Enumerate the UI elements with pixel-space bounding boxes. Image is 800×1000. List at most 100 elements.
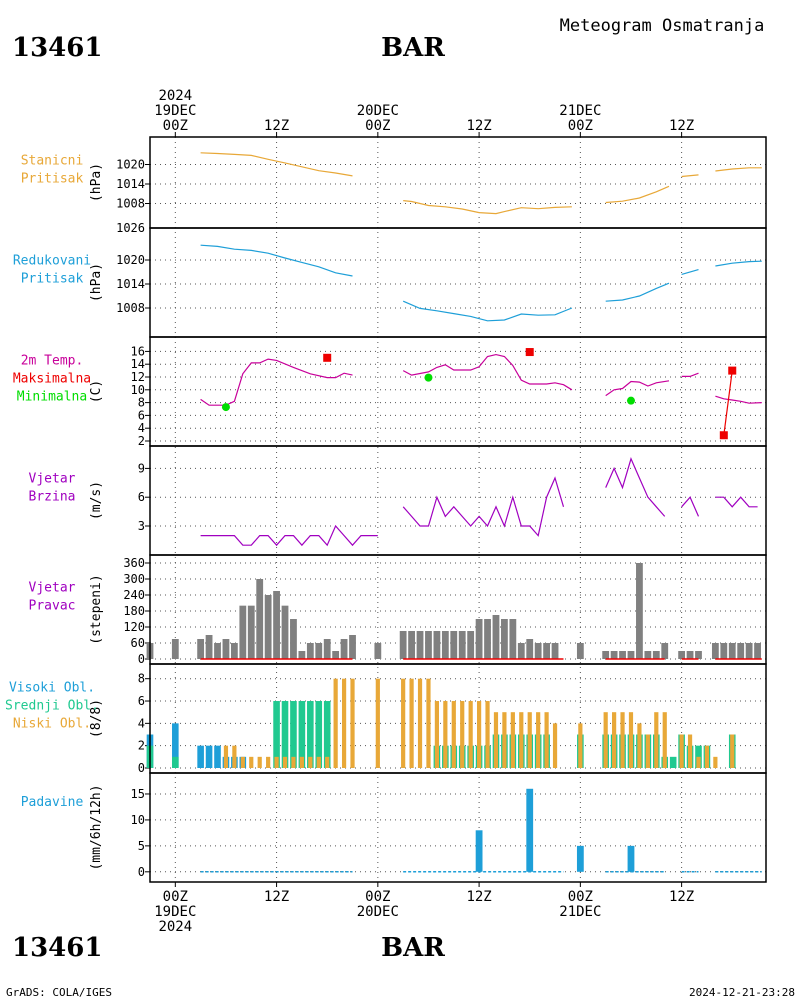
wind-direction-bar bbox=[652, 651, 660, 659]
cloud-bar-niski bbox=[578, 723, 583, 768]
cloud-bar-niski bbox=[662, 712, 667, 768]
time-label-bottom: 21DEC bbox=[559, 904, 601, 920]
precipitation-ytick-label: 15 bbox=[131, 787, 145, 801]
cloud-bar-niski bbox=[628, 712, 634, 768]
wind_speed-line bbox=[200, 524, 378, 547]
wind-direction-bar bbox=[551, 643, 559, 659]
cloud-bar-niski bbox=[316, 756, 321, 768]
tmax-marker bbox=[728, 366, 737, 375]
redukovani-line bbox=[681, 269, 699, 275]
time-label-top: 12Z bbox=[669, 118, 694, 134]
time-label-top: 00Z bbox=[163, 118, 188, 134]
temperature-line bbox=[715, 395, 762, 404]
redukovani-ytick-label: 1014 bbox=[116, 277, 145, 291]
cloud-bar-niski bbox=[443, 701, 448, 768]
cloud-bar-niski bbox=[679, 734, 684, 768]
station-name-top: BAR bbox=[381, 33, 445, 63]
cloud-bar-niski bbox=[460, 701, 465, 768]
precipitation-ytick-label: 10 bbox=[131, 813, 145, 827]
redukovani-series-label: Redukovani bbox=[13, 254, 91, 269]
wind-direction-bar bbox=[745, 643, 753, 659]
redukovani-corner-label: 1026 bbox=[116, 221, 145, 235]
cloud-bar-niski bbox=[696, 756, 701, 768]
wind_direction-series-label: Vjetar bbox=[29, 581, 76, 596]
wind-direction-bar bbox=[711, 643, 719, 659]
wind-direction-bar bbox=[450, 631, 458, 659]
time-label-bottom: 00Z bbox=[568, 889, 593, 905]
wind-direction-bar bbox=[576, 643, 584, 659]
wind-direction-bar bbox=[264, 595, 272, 659]
wind-direction-bar bbox=[501, 619, 508, 659]
wind-direction-bar bbox=[484, 619, 491, 659]
precipitation-ytick-label: 5 bbox=[138, 839, 145, 853]
stanicni-ylabel: (hPa) bbox=[89, 163, 104, 202]
cloud-bar-niski bbox=[299, 756, 304, 768]
wind_speed-line bbox=[402, 476, 565, 537]
time-label-top: 21DEC bbox=[559, 103, 601, 119]
stanicni-line bbox=[200, 152, 353, 177]
temperature-line bbox=[402, 353, 573, 391]
temperature-ytick-label: 8 bbox=[138, 396, 145, 410]
cloud-bar-niski bbox=[223, 745, 229, 768]
redukovani-ytick-label: 1020 bbox=[116, 253, 145, 267]
cloud-bar-niski bbox=[552, 723, 558, 768]
wind_direction-ytick-label: 240 bbox=[123, 588, 145, 602]
temperature-line bbox=[681, 372, 699, 377]
subtitle: Meteogram Osmatranja bbox=[560, 16, 765, 36]
wind-direction-bar bbox=[205, 635, 213, 659]
cloud-bar-niski bbox=[249, 756, 254, 768]
cloud-bar-niski bbox=[232, 745, 237, 768]
clouds-ytick-label: 2 bbox=[138, 739, 145, 753]
wind_speed-ytick-label: 3 bbox=[138, 519, 145, 533]
cloud-bar-niski bbox=[341, 678, 347, 768]
wind_speed-ytick-label: 9 bbox=[138, 461, 145, 475]
wind_speed-ytick-label: 6 bbox=[138, 490, 145, 504]
cloud-bar-srednji bbox=[323, 701, 331, 768]
time-label-bottom: 00Z bbox=[365, 889, 390, 905]
time-label-bottom: 00Z bbox=[163, 889, 188, 905]
temperature-ytick-label: 6 bbox=[138, 408, 145, 422]
wind_speed-line bbox=[681, 496, 700, 517]
cloud-bar-niski bbox=[654, 712, 659, 768]
wind_direction-ytick-label: 0 bbox=[138, 652, 145, 666]
tmin-marker bbox=[626, 396, 635, 405]
wind-direction-bar bbox=[661, 643, 669, 659]
cloud-bar-visoki bbox=[205, 745, 213, 768]
stanicni-panel-frame bbox=[149, 136, 767, 229]
wind-direction-bar bbox=[475, 619, 483, 659]
temperature-series-label: Minimalna bbox=[17, 390, 87, 405]
clouds-ytick-label: 6 bbox=[138, 694, 145, 708]
cloud-bar-srednji bbox=[307, 701, 314, 768]
temperature-ytick-label: 10 bbox=[131, 383, 145, 397]
cloud-bar-srednji bbox=[669, 756, 677, 768]
tmax-marker bbox=[323, 353, 332, 362]
wind-direction-bar bbox=[509, 619, 517, 659]
wind-direction-bar bbox=[247, 605, 255, 659]
tmax-marker bbox=[525, 348, 534, 357]
cloud-bar-niski bbox=[274, 756, 279, 768]
clouds-series-label: Niski Obl. bbox=[13, 717, 91, 732]
cloud-bar-niski bbox=[434, 701, 440, 768]
temperature-line bbox=[605, 380, 670, 397]
redukovani-line bbox=[605, 282, 670, 302]
clouds-series-label: Visoki Obl. bbox=[9, 681, 95, 696]
temperature-series-label: 2m Temp. bbox=[21, 354, 84, 369]
wind-direction-bar bbox=[534, 643, 542, 659]
clouds-ylabel: (8/8) bbox=[89, 699, 104, 738]
cloud-bar-niski bbox=[375, 678, 380, 768]
cloud-bar-niski bbox=[730, 734, 735, 768]
cloud-bar-niski bbox=[282, 756, 288, 768]
wind_direction-ytick-label: 180 bbox=[123, 604, 145, 618]
wind-direction-bar bbox=[467, 631, 475, 659]
clouds-ytick-label: 0 bbox=[138, 761, 145, 775]
cloud-bar-niski bbox=[417, 678, 423, 768]
wind-direction-bar bbox=[399, 631, 407, 659]
wind-direction-bar bbox=[349, 635, 356, 659]
cloud-bar-srednji bbox=[172, 756, 179, 768]
time-label-top: 2024 bbox=[158, 88, 192, 104]
wind-direction-bar bbox=[273, 591, 280, 659]
cloud-bar-visoki bbox=[172, 723, 179, 768]
time-label-top: 00Z bbox=[568, 118, 593, 134]
cloud-bar-niski bbox=[451, 701, 456, 768]
